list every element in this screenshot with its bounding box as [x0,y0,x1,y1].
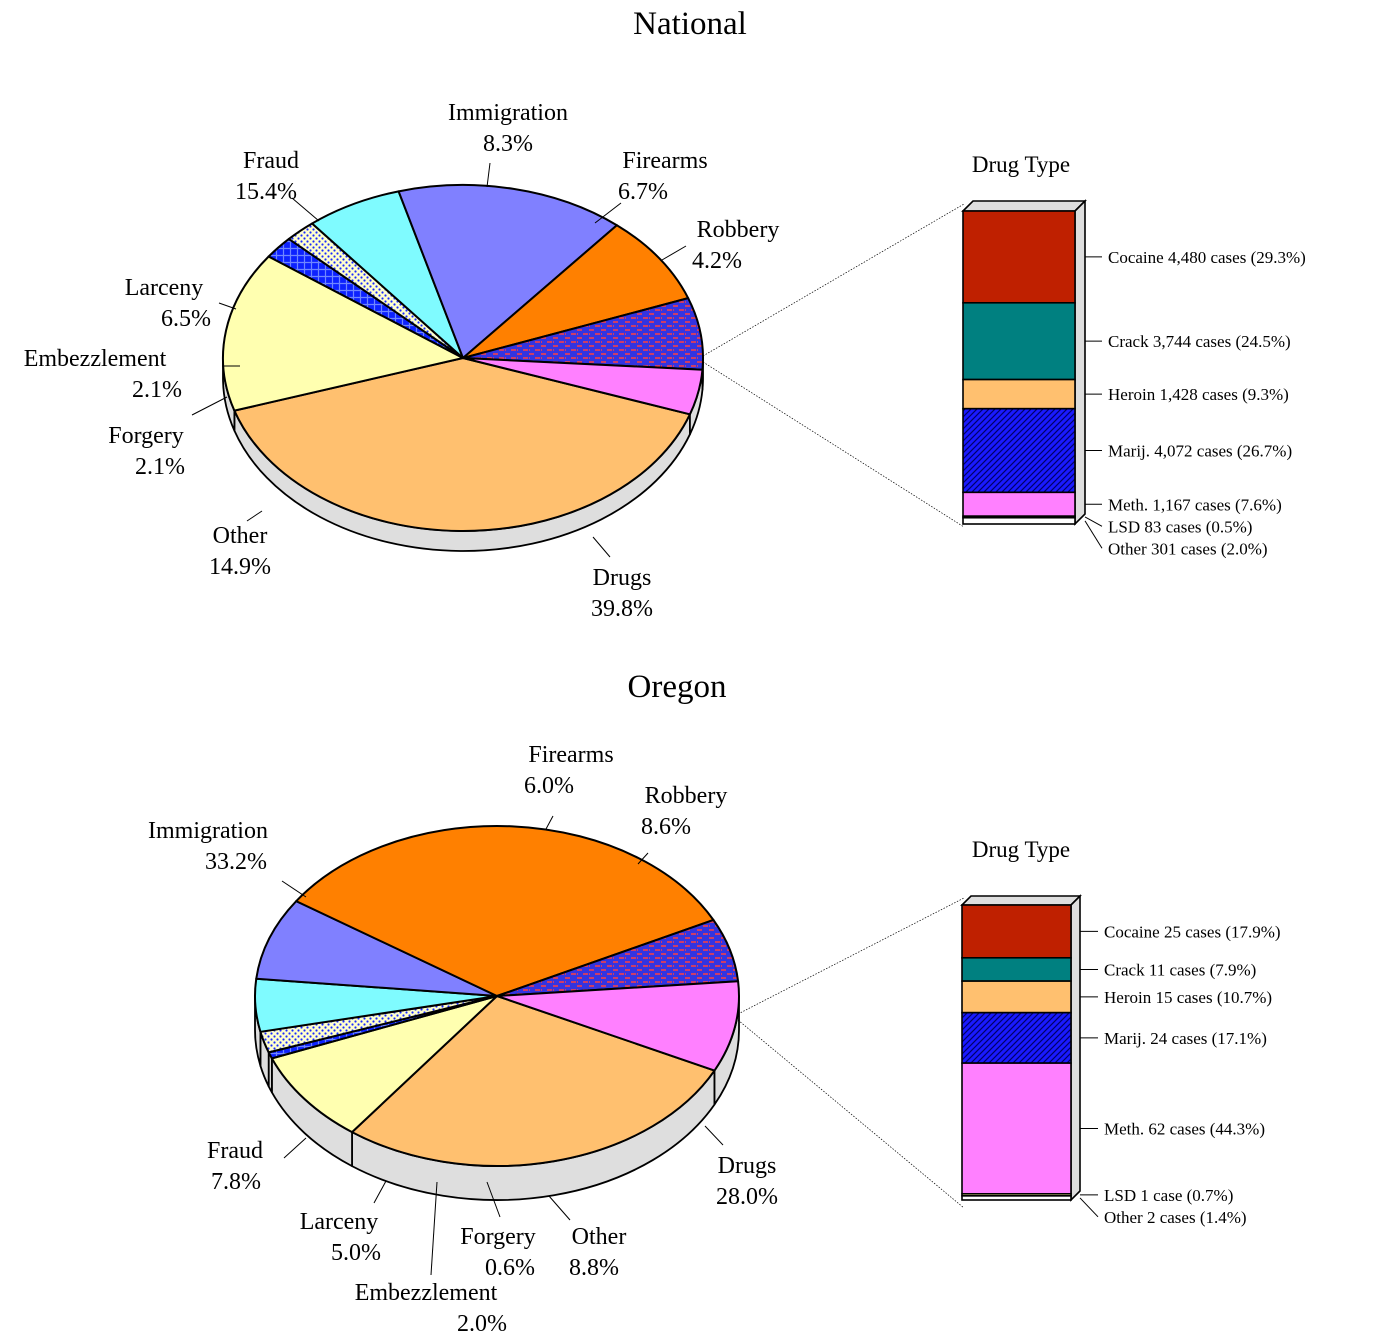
national-drug-bar [961,199,1087,526]
pie-label-immigration: Immigration 8.3% [448,100,568,157]
bar-segment-other [962,516,1076,525]
pie-slice-drugs [351,995,716,1167]
pie-label-firearms: Firearms 6.0% [524,742,614,799]
bar-segment-meth [962,491,1076,517]
national-leader-lines [191,162,687,558]
oregon-leader-lines [281,815,724,1276]
bar-label-cocaine: Cocaine 25 cases (17.9%) [1104,922,1281,941]
pie-label-fraud: Fraud 7.8% [207,1138,263,1195]
bar-label-lsd: LSD 83 cases (0.5%) [1108,517,1252,536]
pie-label-firearms: Firearms 6.7% [618,148,708,205]
oregon-connector-lines [737,897,965,1209]
bar-label-lsd: LSD 1 case (0.7%) [1104,1186,1233,1205]
bar-segment-crack [962,301,1076,381]
bar-segment-heroin [961,980,1072,1014]
pie-label-larceny: Larceny 6.5% [125,275,211,332]
pie-slice-immigration [295,825,715,997]
pie-label-robbery: Robbery 4.2% [692,217,779,274]
pie-label-robbery: Robbery 8.6% [641,783,727,840]
pie-label-other: Other 8.8% [569,1224,626,1281]
bar-label-crack: Crack 3,744 cases (24.5%) [1108,332,1291,351]
pie-label-drugs: Drugs 39.8% [591,565,653,622]
bar-segment-cocaine [962,210,1076,304]
bar-top-face [961,200,1087,212]
pie-slice-robbery [496,980,740,1072]
pie-label-embezzlement: Embezzlement 2.0% [355,1280,507,1337]
bar-label-marij: Marij. 24 cases (17.1%) [1104,1029,1267,1048]
bar-label-marij: Marij. 4,072 cases (26.7%) [1108,442,1292,461]
pie-slice-immigration [462,224,690,359]
bar-leader-other [1084,520,1103,549]
oregon-pie [254,825,740,1201]
breakdown-title-oregon: Drug Type [972,837,1070,862]
chart-title-national: National [633,6,747,42]
pie-label-embezzlement: Embezzlement 2.1% [24,346,182,403]
pie-slice-fraud [397,184,618,359]
bar-label-heroin: Heroin 1,428 cases (9.3%) [1108,385,1289,404]
pie-slices [254,825,740,1167]
breakdown-title-national: Drug Type [972,152,1070,177]
national-pie [222,184,704,552]
bar-segment-marij [962,407,1076,494]
pie-label-fraud: Fraud 15.4% [235,148,299,205]
national-connector-lines [702,203,965,528]
bar-side-face [1074,199,1086,526]
bar-segment-meth [961,1062,1072,1195]
oregon-chart: Oregon Drugs 28.0% Other 8.8% Forgery 0.6% … [148,669,1281,1337]
national-chart: National Drugs 39.8% Other 14.9% Forgery 2.… [24,6,1306,622]
bar-label-meth: Meth. 62 cases (44.3%) [1104,1119,1265,1138]
bar-segment-heroin [962,378,1076,410]
bar-label-meth: Meth. 1,167 cases (7.6%) [1108,495,1282,514]
bar-leader-lsd [1084,516,1103,527]
pie-slices [222,184,704,532]
bar-segment-other [961,1195,1072,1201]
bar-label-other: Other 2 cases (1.4%) [1104,1208,1247,1227]
pie-slice-fraud [255,900,498,997]
pie-label-forgery: Forgery 0.6% [460,1224,536,1281]
chart-title-oregon: Oregon [628,669,727,705]
bar-side-face [1070,894,1081,1202]
national-drug-labels: Cocaine 4,480 cases (29.3%) Crack 3,744 c… [1084,248,1306,558]
bar-segment-crack [961,956,1072,982]
pie-slice-other [222,255,464,412]
bar-label-other: Other 301 cases (2.0%) [1108,539,1268,558]
bar-top-face [960,895,1082,906]
pie-label-drugs: Drugs 28.0% [716,1153,778,1210]
pie-slice-other [270,995,498,1134]
bar-leader-other [1079,1197,1099,1218]
bar-segment-marij [961,1011,1072,1064]
bar-label-crack: Crack 11 cases (7.9%) [1104,960,1256,979]
oregon-pie-labels: Drugs 28.0% Other 8.8% Forgery 0.6% Embezzl… [148,742,778,1337]
pie-label-larceny: Larceny 5.0% [300,1209,381,1266]
national-pie-labels: Drugs 39.8% Other 14.9% Forgery 2.1% Embezz… [24,100,780,622]
oregon-drug-bar [960,894,1082,1202]
pie-label-other: Other 14.9% [209,523,271,580]
pie-slice-drugs [233,357,691,532]
oregon-drug-labels: Cocaine 25 cases (17.9%) Crack 11 cases (… [1079,922,1281,1227]
pie-slice-robbery [462,357,704,416]
pie-label-immigration: Immigration 33.2% [148,818,268,875]
bar-segment-cocaine [961,904,1072,959]
pie-label-forgery: Forgery 2.1% [108,423,185,480]
bar-label-heroin: Heroin 15 cases (10.7%) [1104,988,1272,1007]
bar-label-cocaine: Cocaine 4,480 cases (29.3%) [1108,248,1306,267]
